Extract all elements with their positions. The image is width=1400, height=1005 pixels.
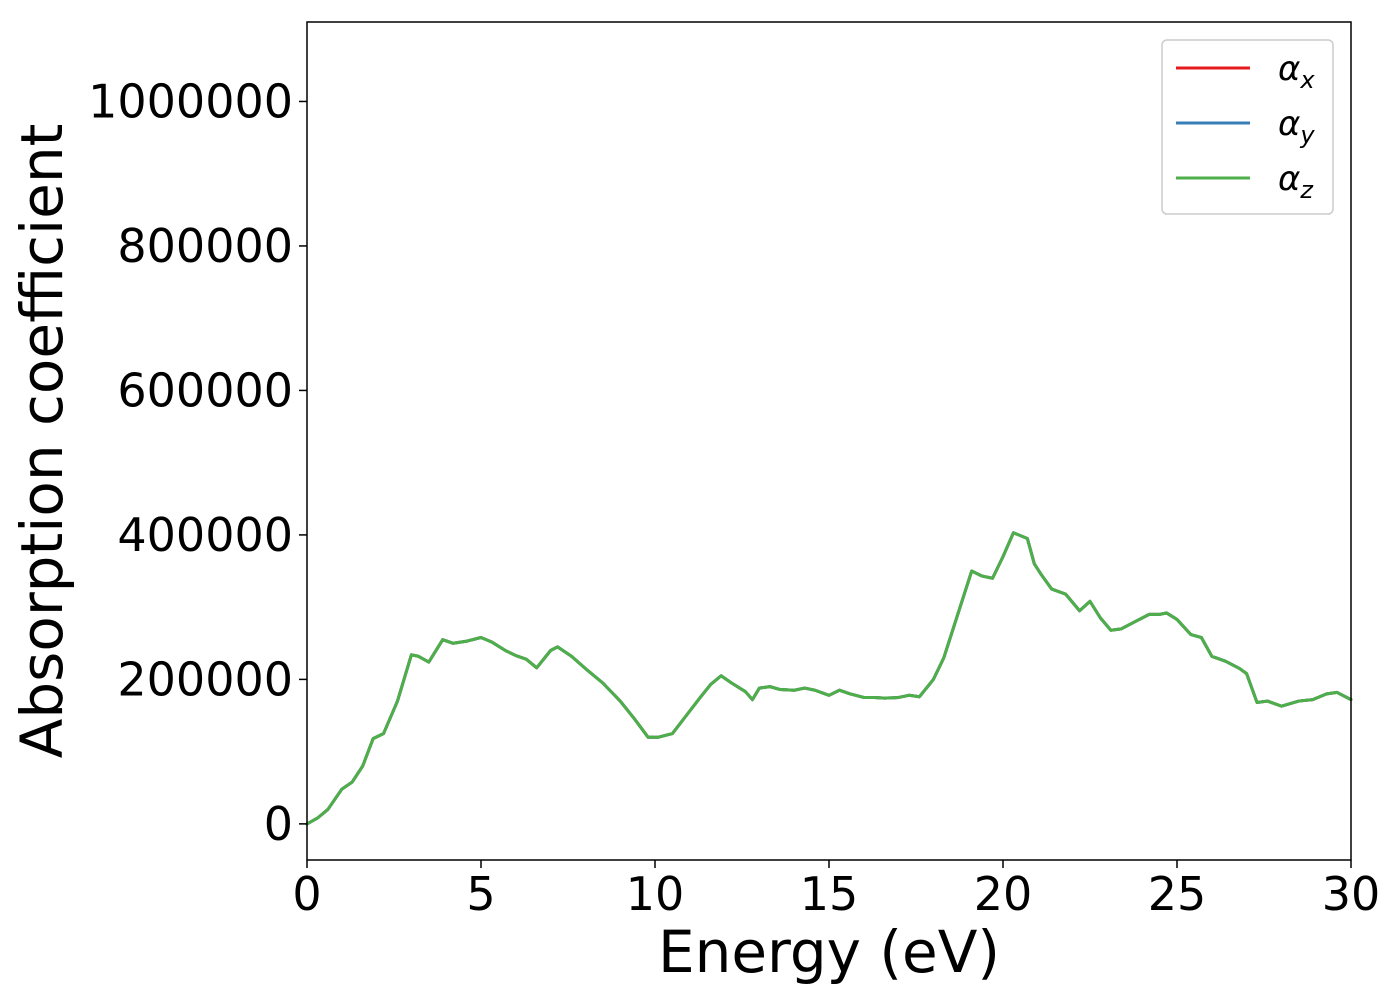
legend-label-x: αx — [1278, 49, 1315, 94]
x-tick-label: 10 — [626, 867, 685, 921]
x-axis-ticks: 0 5 10 15 20 25 30 — [292, 860, 1380, 921]
legend-label-y: αy — [1278, 104, 1315, 149]
y-tick-label: 800000 — [117, 219, 293, 273]
series-line-0 — [305, 531, 1353, 826]
x-tick-label: 25 — [1148, 867, 1207, 921]
x-tick-label: 30 — [1322, 867, 1381, 921]
x-tick-label: 15 — [800, 867, 859, 921]
y-tick-label: 400000 — [117, 508, 293, 562]
legend-box — [1161, 39, 1334, 215]
y-tick-label: 600000 — [117, 363, 293, 417]
series-line-2 — [305, 531, 1353, 826]
x-axis-label: Energy (eV) — [658, 918, 1000, 986]
legend: αx αy αz — [1161, 39, 1334, 215]
legend-label-z: αz — [1278, 159, 1314, 204]
x-tick-label: 5 — [466, 867, 495, 921]
x-tick-label: 20 — [974, 867, 1033, 921]
y-tick-label: 200000 — [117, 652, 293, 706]
series-line-1 — [305, 531, 1353, 826]
x-tick-label: 0 — [292, 867, 321, 921]
y-axis-label: Absorption coefficient — [8, 124, 76, 759]
y-axis-ticks: 0 200000 400000 600000 800000 1000000 — [88, 74, 307, 851]
y-tick-label: 1000000 — [88, 74, 293, 128]
y-tick-label: 0 — [264, 797, 293, 851]
series-layer — [305, 531, 1353, 826]
